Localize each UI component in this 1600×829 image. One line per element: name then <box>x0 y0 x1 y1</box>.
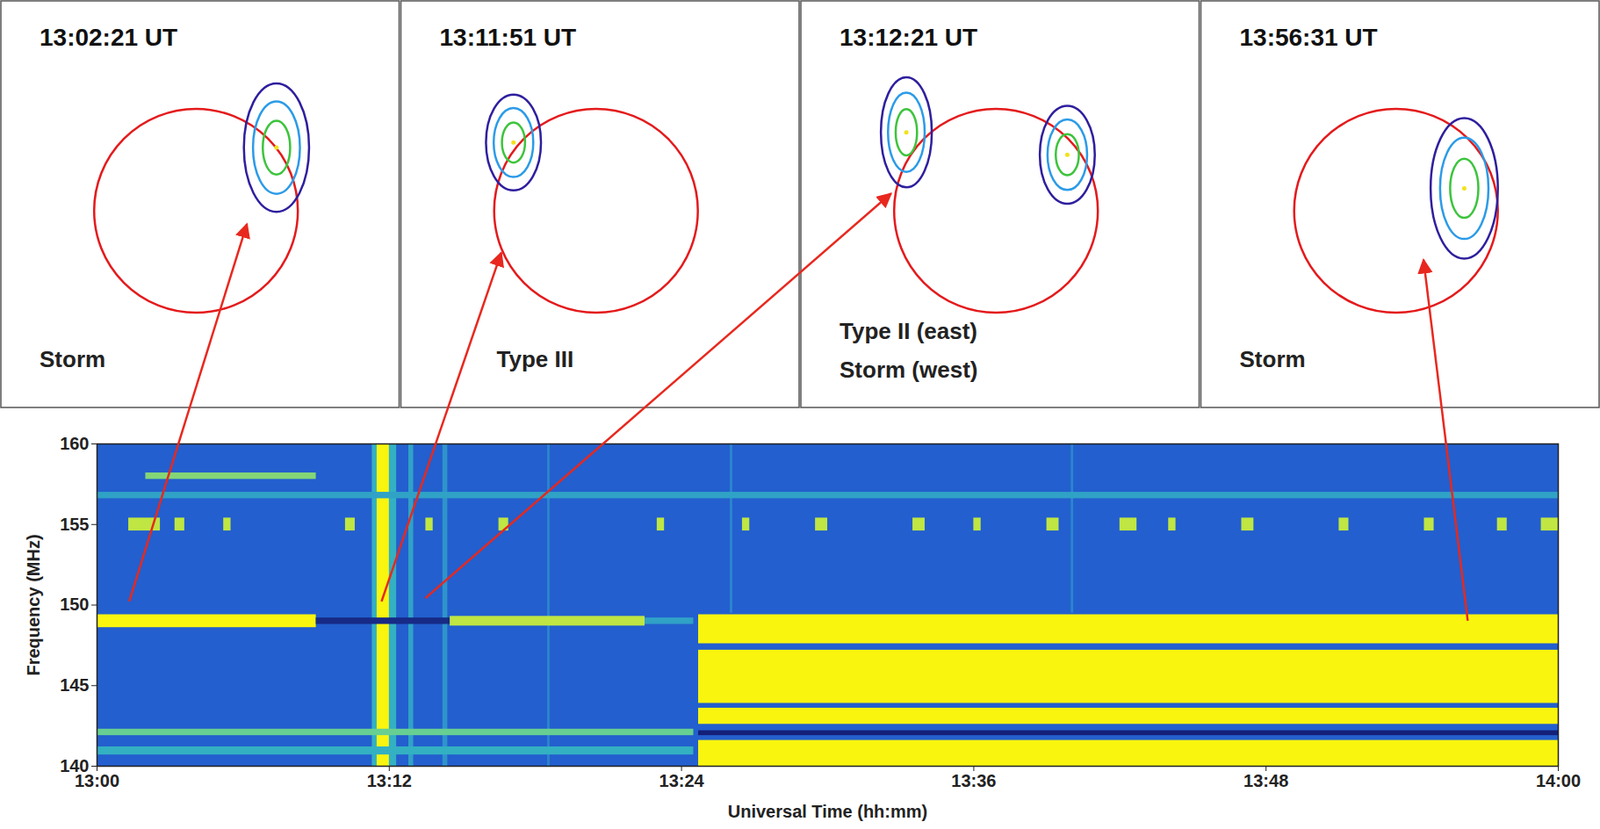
svg-text:160: 160 <box>59 433 89 454</box>
svg-text:13:56:31 UT: 13:56:31 UT <box>1239 23 1378 51</box>
svg-text:13:12:21 UT: 13:12:21 UT <box>839 23 978 51</box>
svg-text:13:12: 13:12 <box>367 771 412 791</box>
svg-text:13:36: 13:36 <box>951 771 996 791</box>
svg-text:150: 150 <box>59 594 89 614</box>
svg-text:13:00: 13:00 <box>74 771 120 791</box>
svg-text:13:24: 13:24 <box>659 771 706 791</box>
svg-text:145: 145 <box>59 675 89 695</box>
svg-text:13:11:51 UT: 13:11:51 UT <box>439 23 577 51</box>
svg-text:Storm: Storm <box>39 345 106 373</box>
svg-text:13:48: 13:48 <box>1243 771 1289 791</box>
svg-text:Frequency (MHz): Frequency (MHz) <box>23 533 44 676</box>
svg-text:14:00: 14:00 <box>1535 771 1581 791</box>
svg-text:Type II (east): Type II (east) <box>839 317 978 345</box>
svg-text:Type III: Type III <box>497 345 575 373</box>
svg-text:155: 155 <box>59 514 89 534</box>
svg-text:Storm: Storm <box>1239 345 1306 373</box>
svg-text:Universal Time (hh:mm): Universal Time (hh:mm) <box>727 801 928 822</box>
svg-text:140: 140 <box>59 756 90 776</box>
svg-text:Storm (west): Storm (west) <box>839 356 978 383</box>
svg-text:13:02:21 UT: 13:02:21 UT <box>39 23 178 51</box>
